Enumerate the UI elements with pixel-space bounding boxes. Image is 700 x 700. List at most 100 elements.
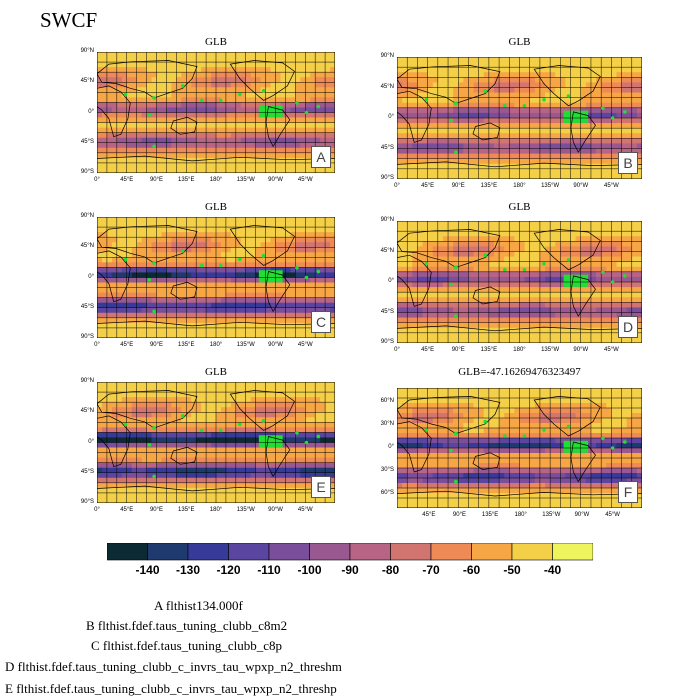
- colorbar-label: -80: [381, 563, 400, 577]
- lat-tick-b: 0°: [388, 114, 394, 120]
- lon-tick-a: 90°E: [149, 177, 164, 183]
- panel-title-a: GLB: [205, 36, 227, 48]
- colorbar-swatch: [228, 543, 270, 561]
- colorbar-label: -50: [503, 563, 521, 577]
- lon-tick-a: 90°W: [268, 177, 283, 183]
- lon-tick-c: 45°E: [120, 342, 134, 348]
- lon-tick-c: 45°W: [297, 342, 313, 348]
- lat-tick-e: 90°N: [80, 378, 94, 384]
- lon-tick-e: 90°W: [268, 507, 283, 513]
- panel-letter-d: D: [618, 316, 638, 338]
- lon-tick-f: 180°: [514, 512, 527, 518]
- lon-tick-b: 135°W: [541, 183, 560, 189]
- panel-title-f: GLB=-47.16269476323497: [458, 366, 581, 378]
- lon-tick-a: 135°W: [236, 177, 255, 183]
- lon-tick-e: 90°E: [149, 507, 164, 513]
- map-f: [397, 388, 642, 508]
- lon-tick-b: 135°E: [480, 183, 498, 189]
- lat-tick-f: 30°N: [380, 421, 394, 428]
- lon-tick-a: 135°E: [178, 177, 195, 183]
- lon-tick-a: 0°: [94, 177, 100, 183]
- colorbar-swatch: [471, 543, 513, 561]
- lon-tick-c: 135°E: [178, 342, 195, 348]
- lat-tick-b: 90°S: [380, 175, 394, 181]
- lon-tick-a: 45°E: [120, 177, 134, 183]
- colorbar-swatch: [552, 543, 593, 561]
- colorbar-label: -120: [216, 563, 241, 577]
- lat-tick-d: 90°S: [380, 339, 394, 345]
- panel-title-b: GLB: [508, 36, 531, 48]
- lon-tick-f: 135°W: [542, 512, 561, 518]
- lon-tick-e: 135°W: [236, 507, 255, 513]
- lat-tick-e: 45°N: [80, 408, 94, 415]
- lon-tick-c: 135°W: [236, 342, 255, 348]
- lon-tick-d: 135°E: [480, 347, 498, 353]
- colorbar-label: -100: [297, 563, 322, 577]
- colorbar-label: -130: [175, 563, 201, 577]
- lat-tick-c: 45°S: [80, 303, 94, 310]
- lat-tick-b: 45°N: [380, 83, 394, 90]
- lon-tick-f: 45°W: [605, 512, 620, 518]
- lat-tick-c: 45°N: [80, 243, 94, 250]
- lat-tick-e: 90°S: [80, 499, 94, 505]
- lat-tick-a: 45°N: [80, 78, 94, 85]
- colorbar-swatch: [349, 543, 391, 561]
- colorbar-label: -40: [543, 563, 562, 577]
- lon-tick-d: 180°: [513, 347, 526, 353]
- lat-tick-d: 0°: [388, 278, 394, 284]
- colorbar-swatch: [511, 543, 553, 561]
- colorbar-swatch: [187, 543, 229, 561]
- lat-tick-d: 90°N: [380, 217, 394, 223]
- lat-tick-b: 90°N: [380, 53, 394, 59]
- lat-tick-c: 0°: [88, 273, 94, 280]
- panel-letter-a: A: [311, 146, 331, 168]
- panel-letter-c: C: [311, 311, 331, 333]
- legend-line-d: D flthist.fdef.taus_tuning_clubb_c_invrs…: [5, 659, 342, 674]
- colorbar-label: -60: [462, 563, 481, 577]
- lat-tick-e: 0°: [88, 438, 94, 445]
- legend-line-b: B flthist.fdef.taus_tuning_clubb_c8m2: [86, 618, 288, 633]
- map-e: [97, 382, 335, 503]
- map-b: [397, 57, 642, 179]
- colorbar-label: -110: [257, 563, 281, 577]
- colorbar: [107, 543, 593, 561]
- lat-tick-c: 90°N: [80, 213, 94, 219]
- map-c: [97, 217, 335, 338]
- colorbar-label: -90: [341, 563, 359, 577]
- lon-tick-b: 90°W: [573, 183, 589, 189]
- lon-tick-e: 0°: [94, 507, 100, 513]
- lat-tick-a: 90°S: [80, 169, 94, 175]
- colorbar-label: -70: [422, 563, 440, 577]
- lat-tick-f: 60°N: [380, 398, 394, 405]
- lon-tick-a: 180°: [209, 177, 223, 183]
- lat-tick-d: 45°N: [380, 247, 394, 254]
- page-title: SWCF: [40, 8, 98, 32]
- lon-tick-a: 45°W: [297, 177, 313, 183]
- lat-tick-d: 45°S: [380, 308, 394, 315]
- lon-tick-c: 90°W: [268, 342, 283, 348]
- map-a: [97, 52, 335, 173]
- lon-tick-b: 45°E: [421, 183, 435, 189]
- legend-line-e: E flthist.fdef.taus_tuning_clubb_c_invrs…: [5, 681, 337, 696]
- colorbar-swatch: [430, 543, 472, 561]
- colorbar-swatch: [107, 543, 148, 561]
- colorbar-swatch: [309, 543, 351, 561]
- lon-tick-e: 180°: [209, 507, 223, 513]
- lat-tick-e: 45°S: [80, 468, 94, 475]
- panel-letter-e: E: [311, 476, 331, 498]
- lat-tick-b: 45°S: [380, 144, 394, 151]
- lon-tick-b: 45°W: [604, 183, 619, 189]
- legend-line-a: A flthist134.000f: [154, 598, 243, 613]
- legend-line-c: C flthist.fdef.taus_tuning_clubb_c8p: [91, 638, 283, 653]
- lon-tick-f: 90°E: [452, 512, 466, 518]
- lat-tick-f: 60°S: [380, 489, 394, 496]
- colorbar-swatch: [390, 543, 432, 561]
- colorbar-swatch: [147, 543, 189, 561]
- lon-tick-c: 90°E: [149, 342, 164, 348]
- lon-tick-b: 90°E: [451, 183, 465, 189]
- panel-title-c: GLB: [205, 201, 227, 213]
- colorbar-swatch: [268, 543, 310, 561]
- lon-tick-c: 180°: [209, 342, 223, 348]
- lat-tick-c: 90°S: [80, 334, 94, 340]
- colorbar-label: -140: [135, 563, 160, 577]
